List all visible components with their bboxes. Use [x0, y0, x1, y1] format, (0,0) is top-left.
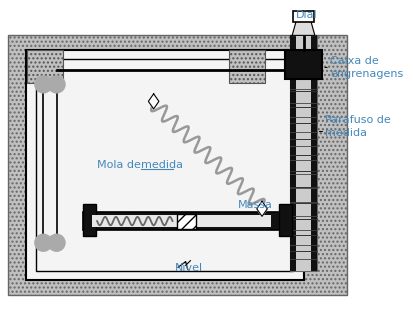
Polygon shape — [292, 18, 315, 35]
Text: Mola de: Mola de — [97, 160, 145, 170]
Bar — [290, 35, 296, 271]
Bar — [290, 35, 317, 271]
Bar — [285, 50, 323, 79]
Bar — [229, 50, 265, 84]
Bar — [296, 35, 311, 271]
Bar — [7, 35, 347, 295]
Bar — [177, 213, 196, 228]
Bar — [311, 35, 317, 271]
Polygon shape — [257, 201, 267, 216]
Bar — [293, 11, 314, 22]
Text: Dial: Dial — [296, 10, 318, 20]
Circle shape — [48, 76, 65, 93]
Bar — [296, 35, 311, 271]
Text: Caixa de
engrenagens: Caixa de engrenagens — [330, 56, 403, 79]
Bar — [26, 50, 304, 280]
Bar — [83, 212, 290, 230]
Bar — [279, 204, 292, 236]
Circle shape — [35, 76, 52, 93]
Text: medida: medida — [141, 160, 183, 170]
Text: Massa: Massa — [237, 200, 273, 210]
Bar — [93, 215, 271, 227]
Bar — [27, 50, 63, 84]
Bar — [83, 204, 96, 236]
Circle shape — [48, 234, 65, 251]
Polygon shape — [148, 94, 159, 109]
Text: Nivel: Nivel — [174, 263, 202, 273]
Circle shape — [35, 234, 52, 251]
Text: Parafuso de
medida: Parafuso de medida — [325, 115, 391, 138]
Bar — [36, 59, 293, 271]
